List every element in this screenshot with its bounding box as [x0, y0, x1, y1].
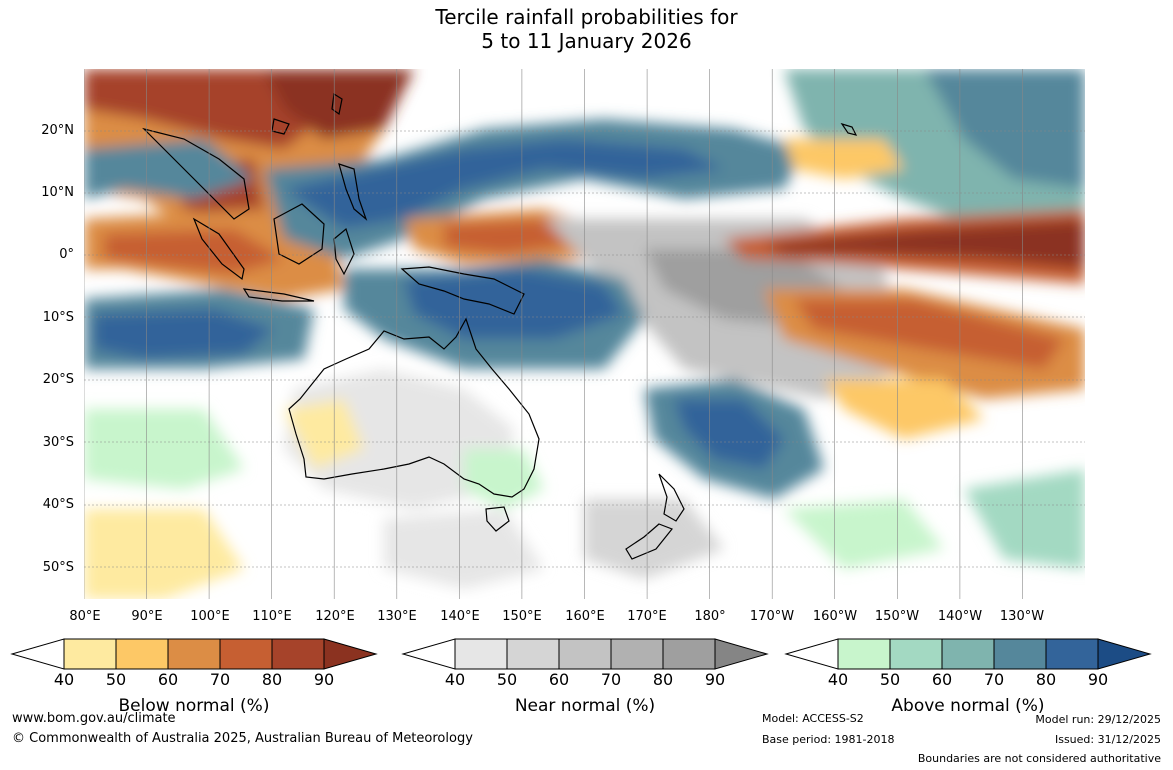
australia-coastline	[288, 317, 540, 498]
boundaries-disclaimer: Boundaries are not considered authoritat…	[917, 752, 1161, 765]
below-cbar-high-swatch	[323, 638, 378, 670]
above-cbar-low-swatch	[784, 638, 839, 670]
sumatra-coastline	[192, 217, 245, 281]
lon-label-80e: 80°E	[69, 609, 101, 624]
near-tick-70: 70	[600, 670, 622, 689]
lat-label-0: 0°	[59, 247, 74, 262]
near-normal-colorbar	[401, 638, 769, 670]
near-tick-90: 90	[704, 670, 726, 689]
lon-label-130w: 130°W	[999, 609, 1045, 624]
near-cbar-low-swatch	[401, 638, 456, 670]
below-normal-legend-title: Below normal (%)	[118, 696, 270, 716]
lon-label-110e: 110°E	[252, 609, 292, 624]
above-tick-70: 70	[983, 670, 1005, 689]
below-cbar-swatch-80-90	[271, 638, 325, 670]
below-cbar-low-swatch	[10, 638, 65, 670]
hawaii-coastline	[840, 122, 858, 136]
hainan-coastline	[271, 118, 290, 135]
copyright-notice: © Commonwealth of Australia 2025, Austra…	[12, 731, 473, 746]
below-cbar-swatch-50-60	[115, 638, 169, 670]
sulawesi-coastline	[333, 227, 355, 276]
lon-label-140w: 140°W	[937, 609, 983, 624]
above-normal-legend-title: Above normal (%)	[891, 696, 1045, 716]
lat-label-10n: 10°N	[41, 185, 74, 200]
lon-label-170w: 170°W	[749, 609, 795, 624]
below-tick-50: 50	[105, 670, 127, 689]
bom-url: www.bom.gov.au/climate	[12, 711, 176, 726]
model-name: Model: ACCESS-S2	[762, 712, 864, 725]
model-run-date: Model run: 29/12/2025	[1035, 713, 1161, 726]
lon-label-160e: 160°E	[565, 609, 605, 624]
near-cbar-swatch-50-60	[506, 638, 560, 670]
near-cbar-swatch-70-80	[610, 638, 664, 670]
map-title-line1: Tercile rainfall probabilities for	[435, 5, 738, 29]
issued-date: Issued: 31/12/2025	[1054, 733, 1161, 746]
near-cbar-swatch-40-50	[454, 638, 508, 670]
lon-label-170e: 170°E	[627, 609, 667, 624]
new-guinea-coastline	[400, 266, 525, 315]
near-cbar-swatch-80-90	[662, 638, 716, 670]
below-tick-60: 60	[157, 670, 179, 689]
lat-label-10s: 10°S	[42, 310, 74, 325]
above-normal-colorbar	[784, 638, 1152, 670]
lat-label-20s: 20°S	[42, 372, 74, 387]
lon-label-140e: 140°E	[440, 609, 480, 624]
below-tick-80: 80	[261, 670, 283, 689]
above-cbar-swatch-50-60	[889, 638, 943, 670]
below-tick-70: 70	[209, 670, 231, 689]
lon-label-100e: 100°E	[190, 609, 230, 624]
lon-label-180: 180°	[694, 609, 726, 624]
lat-label-20n: 20°N	[41, 123, 74, 138]
tasmania-coastline	[485, 506, 510, 532]
philippines-coastline	[338, 163, 368, 221]
below-cbar-swatch-60-70	[167, 638, 221, 670]
rainfall-probability-map	[84, 69, 1085, 599]
above-cbar-swatch-60-70	[941, 638, 995, 670]
below-normal-colorbar	[10, 638, 378, 670]
base-period: Base period: 1981-2018	[762, 733, 895, 746]
near-cbar-swatch-60-70	[558, 638, 612, 670]
above-tick-90: 90	[1087, 670, 1109, 689]
java-coastline	[242, 288, 315, 302]
near-tick-60: 60	[548, 670, 570, 689]
lon-label-90e: 90°E	[131, 609, 163, 624]
near-cbar-high-swatch	[714, 638, 769, 670]
lon-label-130e: 130°E	[377, 609, 417, 624]
above-tick-80: 80	[1035, 670, 1057, 689]
above-tick-60: 60	[931, 670, 953, 689]
nz-north-coastline	[658, 473, 685, 522]
near-tick-50: 50	[496, 670, 518, 689]
borneo-coastline	[273, 203, 325, 265]
above-cbar-high-swatch	[1097, 638, 1152, 670]
map-title-line2: 5 to 11 January 2026	[481, 29, 692, 53]
near-normal-legend-title: Near normal (%)	[514, 696, 656, 716]
below-cbar-swatch-70-80	[219, 638, 273, 670]
above-tick-50: 50	[879, 670, 901, 689]
above-cbar-swatch-70-80	[993, 638, 1047, 670]
lat-label-30s: 30°S	[42, 435, 74, 450]
above-cbar-swatch-40-50	[837, 638, 891, 670]
lon-label-160w: 160°W	[812, 609, 858, 624]
above-cbar-swatch-80-90	[1045, 638, 1099, 670]
lat-label-50s: 50°S	[42, 560, 74, 575]
lat-label-40s: 40°S	[42, 497, 74, 512]
nz-south-coastline	[625, 523, 673, 560]
near-tick-40: 40	[444, 670, 466, 689]
lon-label-120e: 120°E	[315, 609, 355, 624]
lon-label-150w: 150°W	[874, 609, 920, 624]
below-cbar-swatch-40-50	[63, 638, 117, 670]
below-tick-40: 40	[53, 670, 75, 689]
taiwan-coastline	[331, 92, 343, 116]
above-tick-40: 40	[827, 670, 849, 689]
below-tick-90: 90	[313, 670, 335, 689]
lon-label-150e: 150°E	[502, 609, 542, 624]
near-tick-80: 80	[652, 670, 674, 689]
indochina-coastline	[142, 127, 250, 220]
